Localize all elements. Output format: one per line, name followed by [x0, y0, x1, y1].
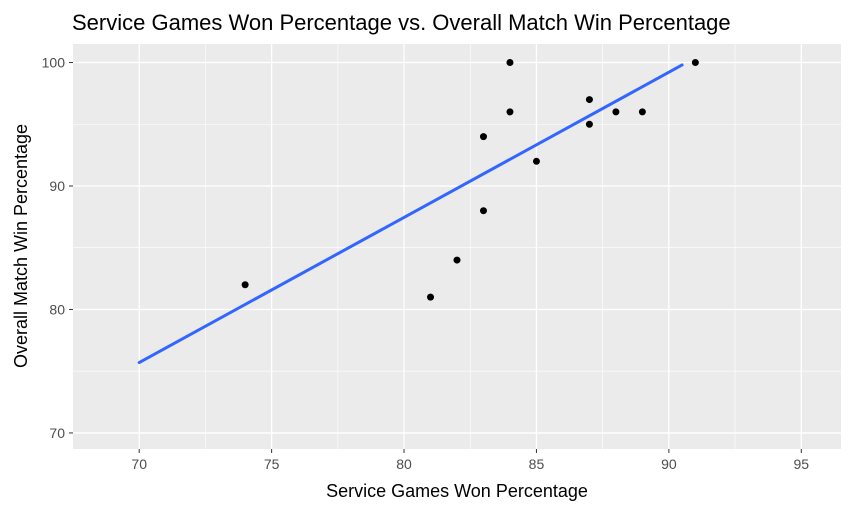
data-point	[612, 108, 620, 116]
y-tick-label: 90	[49, 178, 65, 194]
minor-gridlines	[73, 44, 841, 449]
data-point	[241, 281, 249, 289]
data-point	[506, 108, 514, 116]
y-axis-ticks: 70 80 90 100	[42, 55, 73, 441]
plot-panel	[73, 44, 841, 449]
data-point	[479, 133, 487, 141]
chart-title: Service Games Won Percentage vs. Overall…	[72, 10, 731, 35]
data-points	[241, 59, 699, 301]
data-point	[585, 120, 593, 128]
data-point	[479, 207, 487, 215]
data-point	[691, 59, 699, 67]
data-point	[638, 108, 646, 116]
trend-line	[137, 63, 684, 365]
major-gridlines	[73, 44, 841, 449]
x-tick-label: 90	[661, 456, 677, 472]
data-point	[506, 59, 514, 67]
data-point	[585, 96, 593, 104]
data-point	[427, 293, 435, 301]
x-axis-title: Service Games Won Percentage	[326, 481, 588, 501]
y-tick-label: 70	[49, 425, 65, 441]
data-point	[532, 157, 540, 165]
x-axis-ticks: 70 75 80 85 90 95	[131, 449, 809, 472]
x-tick-label: 85	[529, 456, 545, 472]
y-tick-label: 100	[42, 55, 66, 71]
x-tick-label: 80	[396, 456, 412, 472]
x-tick-label: 70	[131, 456, 147, 472]
y-tick-label: 80	[49, 301, 65, 317]
y-axis-title: Overall Match Win Percentage	[11, 124, 31, 368]
x-tick-label: 75	[264, 456, 280, 472]
x-tick-label: 95	[793, 456, 809, 472]
data-point	[453, 256, 461, 264]
trend-line-group	[137, 63, 684, 365]
